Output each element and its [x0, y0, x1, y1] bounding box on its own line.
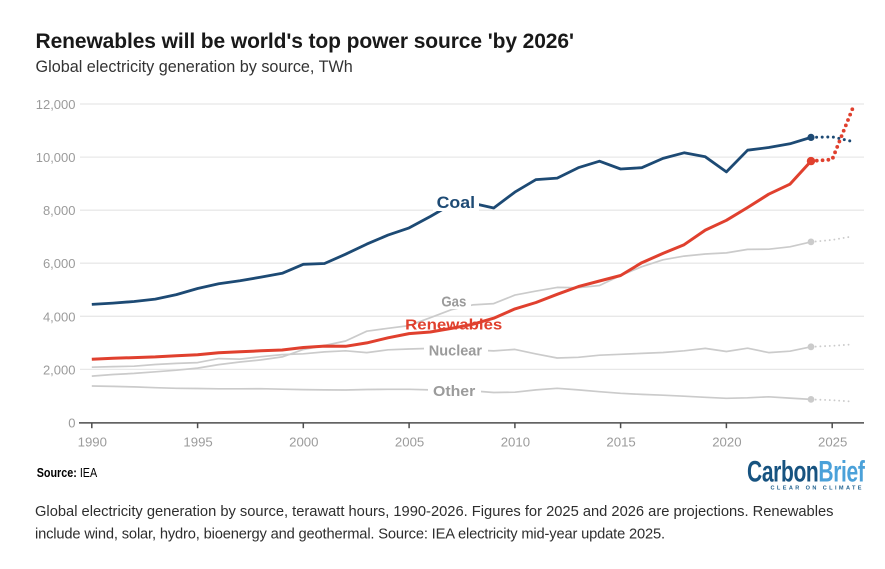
svg-text:Global electricity generation: Global electricity generation by source,… — [36, 58, 353, 76]
svg-text:2010: 2010 — [501, 434, 530, 449]
svg-text:2005: 2005 — [395, 434, 424, 449]
svg-text:Other: Other — [433, 383, 475, 400]
svg-text:2,000: 2,000 — [43, 362, 76, 377]
svg-text:Renewables: Renewables — [405, 316, 502, 333]
svg-text:8,000: 8,000 — [43, 203, 76, 218]
svg-text:Renewables will be world's top: Renewables will be world's top power sou… — [36, 30, 574, 53]
svg-text:0: 0 — [68, 416, 75, 431]
svg-text:include wind, solar, hydro, bi: include wind, solar, hydro, bioenergy an… — [35, 527, 665, 543]
svg-text:Nuclear: Nuclear — [429, 342, 482, 359]
svg-text:4,000: 4,000 — [43, 309, 76, 324]
svg-text:Global electricity generation: Global electricity generation by source,… — [35, 504, 834, 520]
svg-text:Source: IEA: Source: IEA — [37, 465, 98, 480]
svg-text:6,000: 6,000 — [43, 256, 76, 271]
svg-text:2000: 2000 — [289, 434, 318, 449]
svg-text:1995: 1995 — [183, 434, 212, 449]
svg-text:1990: 1990 — [78, 434, 107, 449]
svg-text:CarbonBrief: CarbonBrief — [747, 456, 866, 489]
svg-text:10,000: 10,000 — [36, 150, 76, 165]
svg-text:2025: 2025 — [818, 434, 847, 449]
svg-text:Coal: Coal — [437, 193, 475, 212]
svg-text:CLEAR ON CLIMATE: CLEAR ON CLIMATE — [771, 486, 862, 492]
svg-text:Gas: Gas — [441, 294, 466, 311]
svg-text:2020: 2020 — [712, 434, 741, 449]
svg-text:12,000: 12,000 — [36, 97, 76, 112]
svg-text:2015: 2015 — [606, 434, 635, 449]
